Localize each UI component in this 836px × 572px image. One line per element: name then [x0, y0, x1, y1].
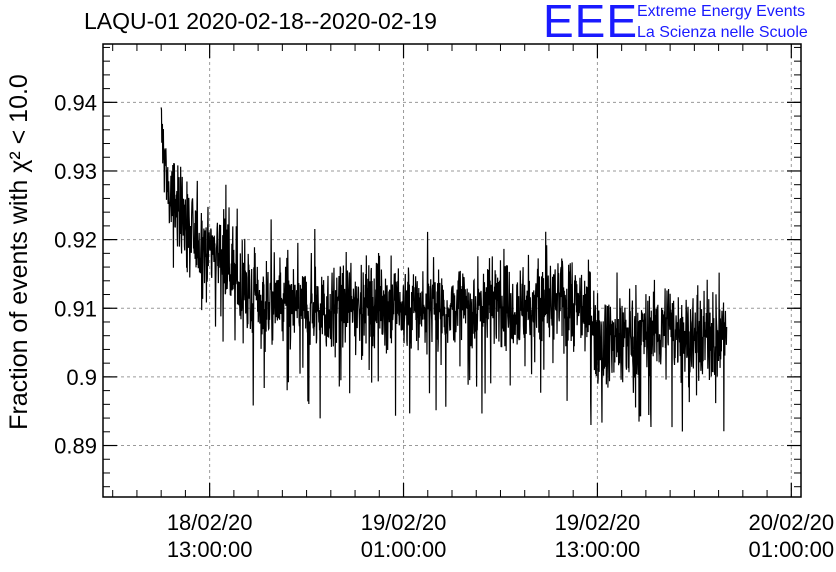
y-axis-label: Fraction of events with χ² < 10.0 — [5, 74, 33, 430]
y-tick-label: 0.91 — [54, 296, 97, 321]
eee-logo: EEE — [543, 0, 639, 47]
y-tick-label: 0.94 — [54, 90, 97, 115]
series-line — [160, 107, 728, 432]
x-tick-date: 19/02/20 — [361, 510, 447, 535]
axis-ticks — [103, 44, 801, 497]
x-tick-time: 13:00:00 — [555, 537, 641, 562]
y-tick-label: 0.93 — [54, 159, 97, 184]
x-tick-time: 01:00:00 — [361, 537, 447, 562]
x-tick-time: 13:00:00 — [167, 537, 253, 562]
y-tick-label: 0.9 — [66, 365, 97, 390]
x-tick-time: 01:00:00 — [748, 537, 834, 562]
data-series — [160, 107, 728, 432]
y-tick-labels: 0.89 0.9 0.91 0.92 0.93 0.94 — [54, 90, 97, 458]
y-tick-label: 0.89 — [54, 434, 97, 459]
x-tick-date: 19/02/20 — [555, 510, 641, 535]
chart-title: LAQU-01 2020-02-18--2020-02-19 — [84, 8, 437, 34]
logo-tagline-2: La Scienza nelle Scuole — [637, 24, 808, 41]
x-tick-date: 20/02/20 — [748, 510, 834, 535]
x-tick-date: 18/02/20 — [167, 510, 253, 535]
logo-tagline-1: Extreme Energy Events — [637, 3, 806, 20]
y-tick-label: 0.92 — [54, 228, 97, 253]
x-tick-labels: 18/02/2013:00:0019/02/2001:00:0019/02/20… — [167, 510, 834, 562]
